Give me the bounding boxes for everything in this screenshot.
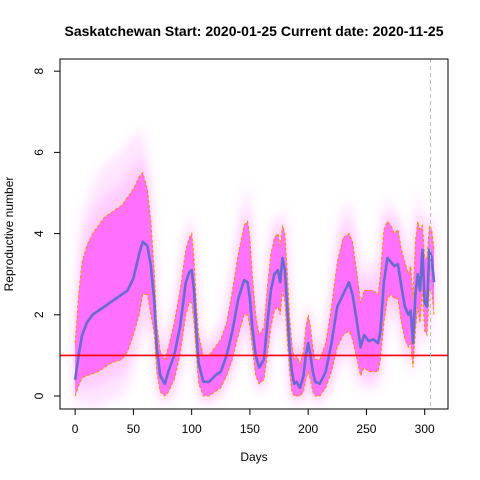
- x-tick-label: 100: [182, 422, 202, 436]
- axes: 0 50 100 150 200 250 300 0 2 4 6 8: [32, 68, 435, 436]
- y-tick-label: 8: [32, 68, 46, 75]
- x-tick-label: 200: [298, 422, 318, 436]
- x-tick-label: 50: [127, 422, 141, 436]
- x-tick-label: 250: [356, 422, 376, 436]
- x-axis-label: Days: [240, 450, 267, 464]
- x-tick-label: 300: [415, 422, 435, 436]
- y-axis-label: Reproductive number: [2, 177, 16, 292]
- plot-area: [60, 59, 448, 409]
- y-tick-label: 2: [32, 311, 46, 318]
- x-tick-label: 150: [240, 422, 260, 436]
- posterior-spray-inner: [75, 155, 434, 401]
- median-line: [73, 240, 436, 390]
- y-tick-label: 6: [32, 149, 46, 156]
- chart-title: Saskatchewan Start: 2020-01-25 Current d…: [65, 23, 444, 39]
- y-tick-label: 0: [32, 392, 46, 399]
- y-tick-label: 4: [32, 230, 46, 237]
- lower-interval-line: [74, 289, 435, 397]
- x-tick-label: 0: [72, 422, 79, 436]
- upper-interval-line: [74, 171, 435, 365]
